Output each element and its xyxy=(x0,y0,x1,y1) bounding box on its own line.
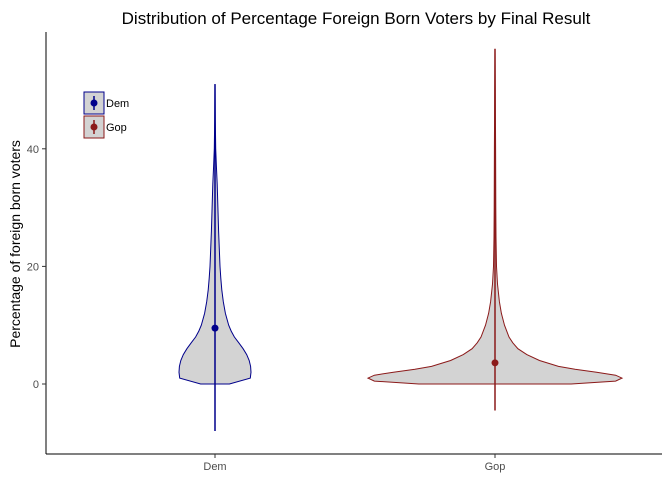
legend-key-point xyxy=(90,99,98,107)
y-tick-label: 20 xyxy=(27,261,39,273)
legend: Dem Gop xyxy=(83,91,129,139)
legend-item-dem: Dem xyxy=(83,91,129,115)
legend-label: Dem xyxy=(106,98,129,110)
plot-area xyxy=(178,48,624,432)
chart-title: Distribution of Percentage Foreign Born … xyxy=(122,9,591,28)
y-tick-label: 0 xyxy=(33,379,39,391)
axis-ticks: 0 20 40 Dem Gop xyxy=(27,144,506,473)
y-axis-label: Percentage of foreign born voters xyxy=(7,140,23,348)
legend-label: Gop xyxy=(106,122,127,134)
legend-key-point xyxy=(90,123,98,131)
x-tick-label: Dem xyxy=(203,461,226,473)
summary-point-dem xyxy=(211,324,219,332)
x-tick-label: Gop xyxy=(485,461,506,473)
y-tick-label: 40 xyxy=(27,144,39,156)
summary-point-gop xyxy=(491,359,499,367)
legend-item-gop: Gop xyxy=(83,115,127,139)
